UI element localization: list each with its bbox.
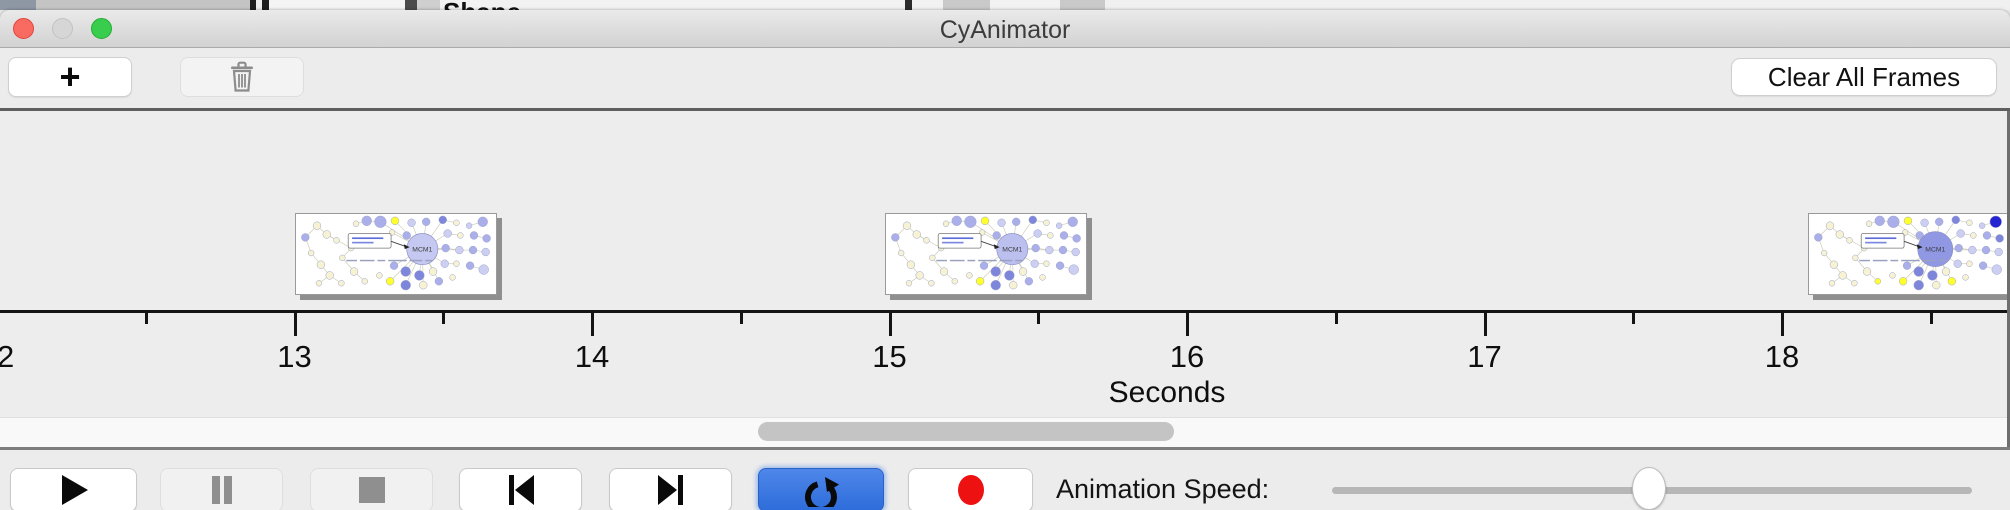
background-fragment — [0, 0, 36, 10]
toolbar: + Clear All Frames — [0, 48, 2010, 108]
axis-tick-label: 15 — [872, 339, 907, 374]
skip-to-start-icon — [508, 475, 534, 505]
svg-text:MCM1: MCM1 — [1925, 247, 1945, 254]
axis-major-tick — [1781, 313, 1784, 336]
axis-minor-tick — [1037, 313, 1041, 324]
axis-tick-label: 17 — [1467, 339, 1502, 374]
axis-tick-label: 18 — [1764, 339, 1800, 374]
skip-end-button[interactable] — [609, 468, 732, 510]
axis-tick-label: 13 — [277, 339, 312, 374]
network-preview: MCM1 — [300, 215, 491, 291]
axis-major-tick — [1483, 313, 1487, 336]
axis-tick-label: 16 — [1169, 339, 1205, 374]
timeline-panel[interactable]: 12 13 14 15 16 17 18 MCM1 MCM1 MCM1 Seconds — [0, 111, 2010, 447]
delete-frame-button[interactable] — [180, 57, 304, 97]
animation-speed-slider[interactable] — [1332, 465, 1972, 510]
play-icon — [61, 475, 88, 505]
scrollbar-thumb[interactable] — [758, 422, 1174, 441]
background-fragment — [417, 0, 440, 10]
record-icon — [957, 475, 984, 505]
pause-button[interactable] — [160, 468, 283, 510]
window-title: CyAnimator — [939, 16, 1071, 44]
axis-minor-tick — [739, 313, 743, 324]
record-button[interactable] — [908, 468, 1033, 510]
stop-icon — [358, 477, 385, 503]
frame-thumbnail[interactable]: MCM1 — [1808, 213, 2007, 295]
background-fragment — [36, 0, 250, 10]
slider-thumb[interactable] — [1631, 467, 1666, 510]
axis-major-tick — [591, 313, 594, 336]
svg-text:MCM1: MCM1 — [412, 247, 432, 254]
titlebar[interactable]: CyAnimator — [0, 10, 2010, 48]
frame-thumbnail[interactable]: MCM1 — [294, 213, 497, 295]
time-axis — [0, 310, 2007, 313]
animation-speed-label: Animation Speed: — [1056, 474, 1270, 504]
background-fragment — [912, 0, 943, 10]
timeline-scrollbar[interactable] — [0, 417, 2007, 447]
network-preview: MCM1 — [1814, 215, 2004, 291]
loop-icon — [804, 477, 839, 507]
playback-controls: Animation Speed: — [0, 450, 2010, 510]
axis-minor-tick — [144, 313, 148, 324]
traffic-lights — [13, 18, 112, 39]
background-fragment — [440, 0, 905, 10]
background-fragment — [405, 0, 417, 10]
controls-separator — [0, 447, 2010, 450]
background-fragment — [943, 0, 990, 10]
axis-minor-tick — [1632, 313, 1636, 324]
axis-major-tick — [1186, 313, 1189, 336]
axis-unit-label: Seconds — [1108, 376, 1226, 409]
axis-major-tick — [293, 313, 297, 336]
axis-minor-tick — [442, 313, 446, 324]
background-window-strip: Shape — [0, 0, 2010, 10]
stop-button[interactable] — [310, 468, 433, 510]
pause-icon — [211, 476, 232, 504]
axis-tick-label: 12 — [0, 339, 42, 375]
minimize-button[interactable] — [52, 18, 73, 39]
frame-thumbnail[interactable]: MCM1 — [884, 213, 1087, 295]
skip-start-button[interactable] — [459, 468, 582, 510]
background-fragment — [262, 0, 269, 10]
axis-tick-label: 14 — [574, 339, 610, 374]
add-frame-button[interactable]: + — [8, 57, 132, 97]
network-preview: MCM1 — [890, 215, 1081, 291]
axis-minor-tick — [1929, 313, 1933, 324]
background-fragment — [250, 0, 256, 10]
background-fragment — [990, 0, 1060, 10]
background-window-partial-text: Shape — [443, 0, 521, 10]
background-fragment — [1105, 0, 2010, 10]
axis-minor-tick — [1334, 313, 1338, 324]
cyanimator-window: CyAnimator + Clear All Frames 12 13 — [0, 10, 2010, 510]
zoom-button[interactable] — [91, 18, 112, 39]
plus-icon: + — [59, 56, 81, 97]
background-fragment — [903, 0, 912, 10]
background-fragment — [269, 0, 405, 10]
svg-text:MCM1: MCM1 — [1002, 247, 1022, 254]
loop-button[interactable] — [758, 468, 884, 510]
background-fragment — [1060, 0, 1105, 10]
toolbar-separator — [0, 108, 2010, 111]
close-button[interactable] — [13, 18, 34, 39]
clear-all-frames-button[interactable]: Clear All Frames — [1731, 58, 1997, 96]
play-button[interactable] — [10, 468, 137, 510]
trash-icon — [231, 61, 253, 92]
axis-major-tick — [888, 313, 892, 336]
skip-to-end-icon — [657, 475, 683, 505]
